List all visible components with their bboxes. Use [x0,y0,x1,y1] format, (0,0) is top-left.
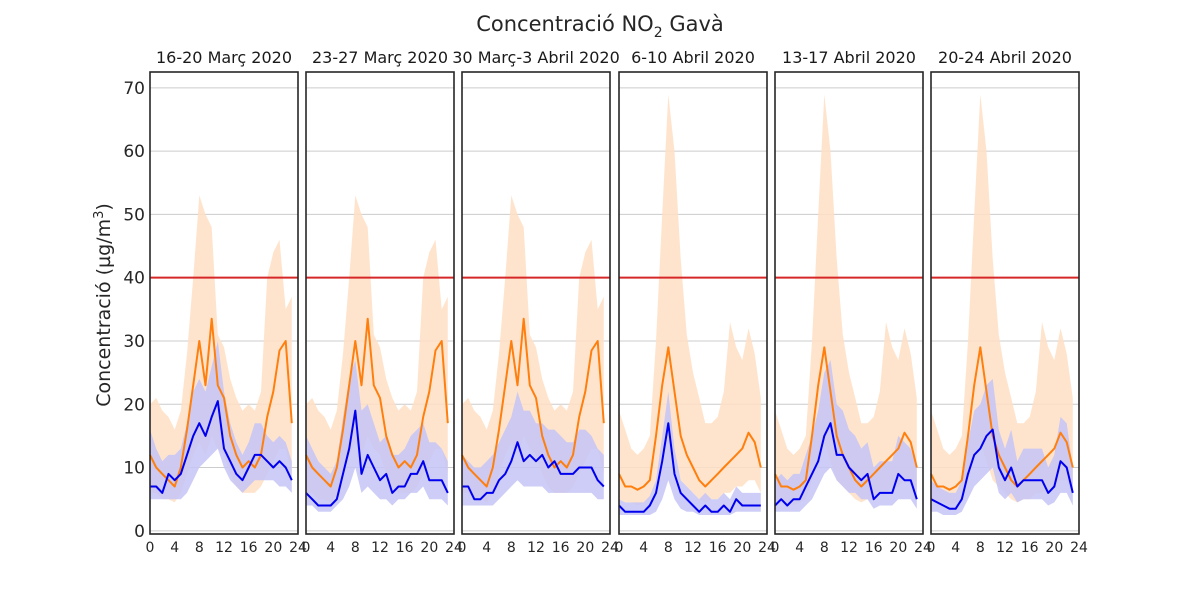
orange-series-line [149,317,293,488]
orange-series-line [461,317,605,488]
panel-frame [305,71,455,535]
x-tick-label: 24 [601,540,619,556]
blue-range-band [619,391,761,515]
orange-range-band [775,94,917,506]
blue-series-line [618,422,761,513]
y-tick-label: 30 [123,332,145,352]
y-tick-label: 60 [123,142,145,162]
orange-series-line [305,317,449,488]
panel-3: 30 Març-3 Abril 2020 0 4 8 12 16 20 24 [452,48,620,556]
x-tick-label: 12 [215,540,233,556]
x-tick-label: 20 [576,540,594,556]
panel-title: 20-24 Abril 2020 [938,48,1072,67]
x-tick-label: 8 [820,540,829,556]
x-tick-label: 16 [865,540,883,556]
x-tick-label: 20 [264,540,282,556]
orange-range-band [619,94,761,506]
y-tick-label: 40 [123,269,145,289]
x-tick-label: 16 [1021,540,1039,556]
orange-series-line [618,346,762,491]
x-tick-label: 24 [758,540,776,556]
x-tick-label: 20 [733,540,751,556]
panel-title: 30 Març-3 Abril 2020 [452,48,620,67]
x-tick-label: 0 [615,540,624,556]
x-tick-label: 0 [927,540,936,556]
x-tick-label: 12 [527,540,545,556]
x-tick-label: 20 [1045,540,1063,556]
x-tick-label: 24 [914,540,932,556]
blue-series-line [462,441,605,501]
blue-series-line [305,409,449,507]
x-tick-label: 8 [976,540,985,556]
x-tick-label: 4 [795,540,804,556]
y-tick-label: 70 [123,79,145,99]
x-tick-label: 4 [639,540,648,556]
y-axis-label: Concentració (µg/m3) [92,203,115,407]
orange-range-band [306,195,448,503]
x-tick-label: 12 [840,540,858,556]
x-tick-label: 16 [709,540,727,556]
panel-title: 13-17 Abril 2020 [782,48,916,67]
orange-series-line [930,346,1074,491]
x-tick-label: 4 [170,540,179,556]
blue-range-band [462,391,604,506]
y-tick-label: 50 [123,205,145,225]
panel-6: 20-24 Abril 2020 0 4 8 12 16 20 24 [927,48,1088,556]
blue-series-line [150,400,293,494]
x-tick-label: 24 [289,540,307,556]
panel-frame [774,71,924,535]
x-tick-label: 12 [371,540,389,556]
x-tick-label: 8 [195,540,204,556]
panel-2: 23-27 Març 2020 0 4 8 12 16 20 24 [302,48,463,556]
x-tick-label: 4 [326,540,335,556]
x-tick-label: 24 [445,540,463,556]
x-tick-label: 16 [240,540,258,556]
y-tick-label: 0 [134,522,145,542]
orange-range-band [931,94,1073,506]
y-tick-label: 10 [123,459,145,479]
x-tick-label: 16 [396,540,414,556]
x-tick-label: 16 [552,540,570,556]
blue-series-line [774,422,918,507]
x-tick-label: 4 [951,540,960,556]
x-tick-label: 20 [420,540,438,556]
chart-title: Concentració NO2 Gavà [476,12,724,41]
x-tick-label: 8 [664,540,673,556]
y-tick-label: 20 [123,395,145,415]
x-tick-label: 8 [507,540,516,556]
panel-5: 13-17 Abril 2020 0 4 8 12 16 20 24 [771,48,932,556]
panel-frame [930,71,1080,535]
x-tick-label: 24 [1070,540,1088,556]
x-tick-label: 0 [458,540,467,556]
x-tick-label: 0 [302,540,311,556]
panel-title: 23-27 Març 2020 [312,48,448,67]
panel-frame [618,71,768,535]
x-tick-label: 0 [771,540,780,556]
x-tick-label: 0 [146,540,155,556]
panel-frame [461,71,611,535]
panel-title: 6-10 Abril 2020 [631,48,755,67]
x-tick-label: 8 [351,540,360,556]
x-tick-label: 4 [482,540,491,556]
blue-series-line [930,428,1074,510]
x-tick-label: 12 [996,540,1014,556]
blue-range-band [775,360,917,512]
panel-frame [149,71,299,535]
panel-4: 6-10 Abril 2020 0 4 8 12 16 20 24 [615,48,776,556]
orange-range-band [462,195,604,503]
x-tick-label: 20 [889,540,907,556]
panel-title: 16-20 Març 2020 [156,48,292,67]
x-tick-label: 12 [684,540,702,556]
